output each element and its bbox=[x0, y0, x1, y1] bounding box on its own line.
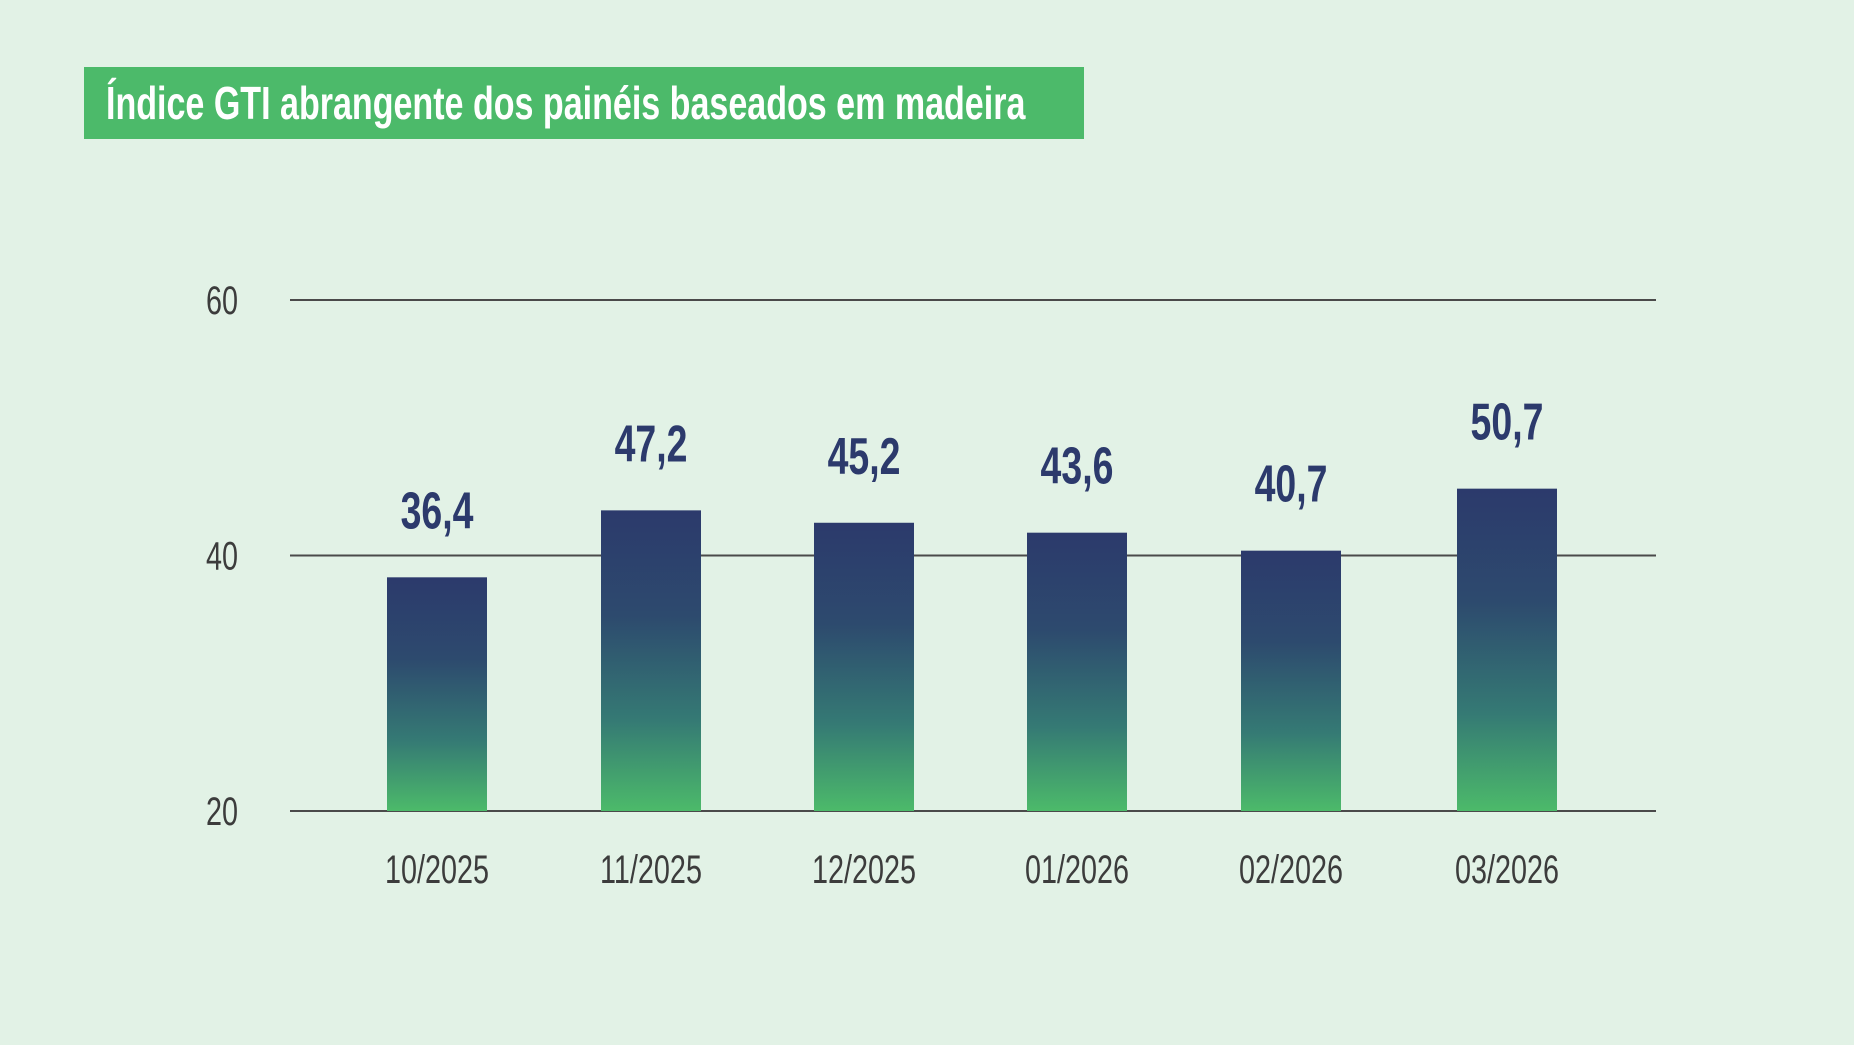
data-label: 47,2 bbox=[615, 414, 688, 473]
x-tick-label: 11/2025 bbox=[600, 847, 702, 892]
chart-title-box: Índice GTI abrangente dos painéis basead… bbox=[84, 67, 1084, 139]
bar bbox=[814, 522, 914, 811]
bar bbox=[601, 510, 701, 811]
x-tick-label: 02/2026 bbox=[1239, 847, 1343, 892]
chart-title: Índice GTI abrangente dos painéis basead… bbox=[106, 77, 1026, 129]
x-tick-label: 10/2025 bbox=[385, 847, 489, 892]
y-tick-label: 20 bbox=[206, 789, 238, 834]
x-tick-label: 12/2025 bbox=[812, 847, 916, 892]
data-label: 43,6 bbox=[1041, 437, 1114, 496]
bar bbox=[1027, 532, 1127, 811]
data-label: 40,7 bbox=[1255, 455, 1328, 514]
data-label: 50,7 bbox=[1471, 393, 1544, 452]
y-tick-label: 40 bbox=[206, 534, 238, 579]
bar bbox=[387, 577, 487, 811]
x-tick-label: 01/2026 bbox=[1025, 847, 1129, 892]
bar bbox=[1241, 550, 1341, 811]
y-tick-label: 60 bbox=[206, 278, 238, 323]
data-label: 36,4 bbox=[401, 481, 474, 540]
data-label: 45,2 bbox=[828, 427, 901, 486]
x-tick-label: 03/2026 bbox=[1455, 847, 1559, 892]
bar bbox=[1457, 488, 1557, 811]
